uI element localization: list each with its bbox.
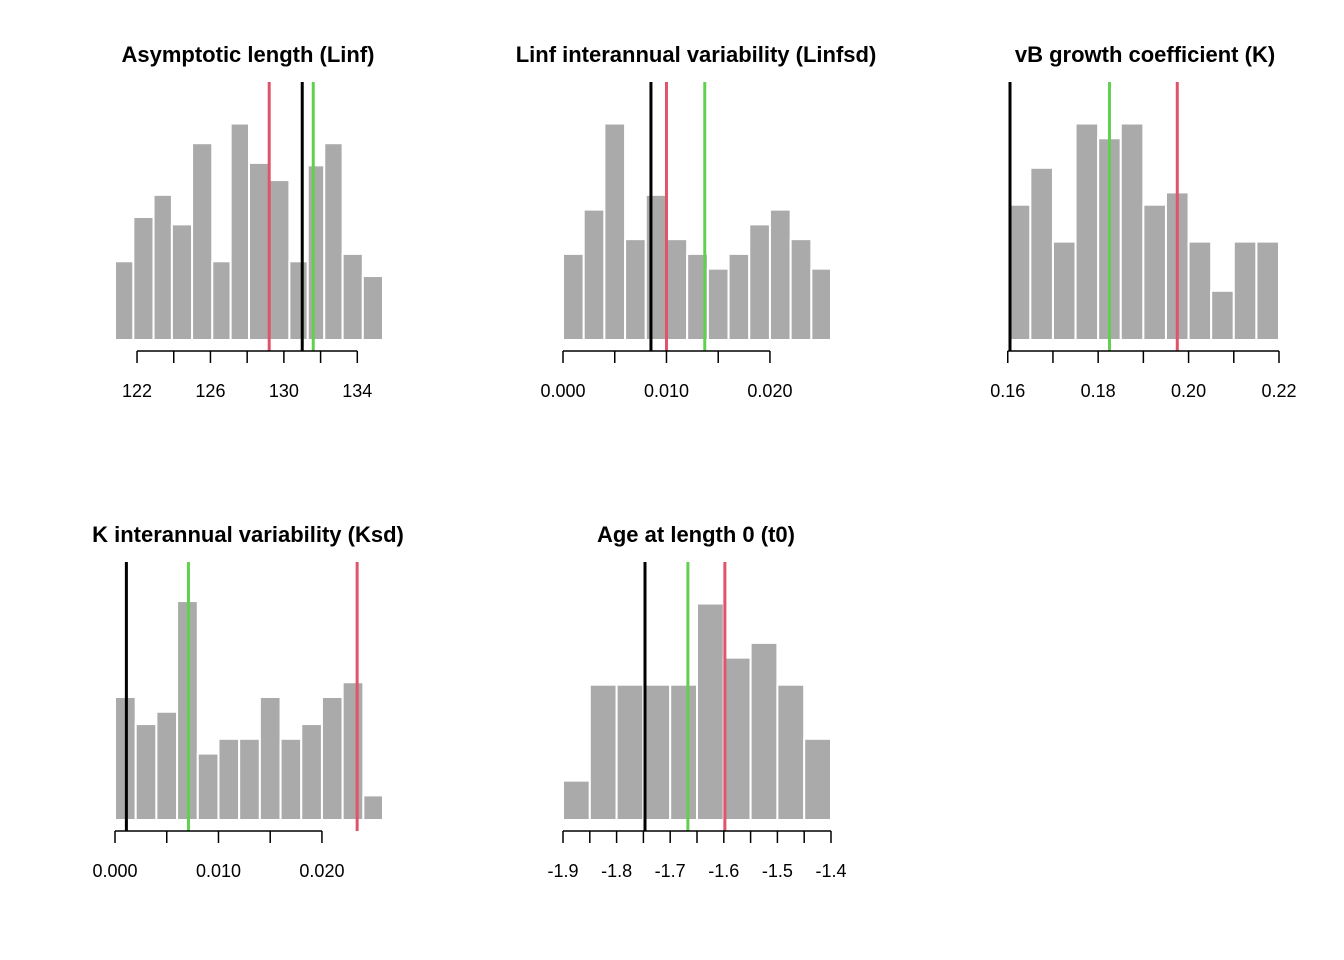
panel-title: Asymptotic length (Linf): [122, 42, 375, 67]
histogram-bar: [1232, 240, 1258, 342]
histogram-bar: [170, 223, 194, 342]
histogram-bar: [1255, 240, 1280, 342]
x-tick-label: 0.000: [92, 861, 137, 881]
histogram-bar: [642, 683, 672, 822]
histogram-bar: [1119, 122, 1145, 341]
histogram-bar: [300, 723, 323, 821]
histogram-bar: [624, 238, 647, 341]
histogram-bar: [306, 164, 326, 341]
x-tick-label: -1.8: [601, 861, 632, 881]
histogram-bar: [603, 122, 627, 341]
histogram-bar: [362, 794, 385, 822]
histogram-bar: [320, 696, 344, 821]
histogram-bar: [749, 641, 779, 821]
panel-ksd: K interannual variability (Ksd) 0.000 0.0…: [92, 522, 404, 881]
histogram-bar: [615, 683, 645, 822]
x-tick-label: 0.020: [747, 381, 792, 401]
panel-linf: Asymptotic length (Linf) 122 126 130 134: [114, 42, 385, 401]
panel-title: vB growth coefficient (K): [1015, 42, 1275, 67]
x-tick-label: -1.4: [815, 861, 846, 881]
histogram-bar: [196, 752, 220, 822]
histogram-bar: [323, 142, 344, 341]
histogram-bar: [588, 683, 618, 822]
panel-t0: Age at length 0 (t0) -1.9 -1.8 -1.7 -1.6 -1.…: [547, 522, 846, 881]
histogram-bar: [562, 779, 591, 822]
histogram-bar: [238, 737, 261, 822]
histogram-bar: [279, 737, 303, 822]
x-tick-label: -1.7: [655, 861, 686, 881]
histogram-bar: [211, 260, 232, 341]
x-tick-label: 0.000: [540, 381, 585, 401]
x-tick-label: -1.5: [762, 861, 793, 881]
x-tick-label: 134: [342, 381, 372, 401]
x-tick-label: -1.6: [708, 861, 739, 881]
histogram-bar: [1187, 240, 1213, 342]
histogram-bar: [1051, 240, 1077, 342]
histogram-bar: [810, 267, 833, 341]
histogram-bar: [217, 737, 241, 822]
histogram-bar: [722, 656, 752, 822]
panel-k: vB growth coefficient (K) 0.16 0.18 0.20 0.…: [990, 42, 1296, 401]
panel-title: K interannual variability (Ksd): [92, 522, 404, 547]
histogram-bar: [152, 193, 173, 341]
histogram-bar: [132, 216, 155, 341]
histogram-bar: [248, 161, 271, 341]
histogram-bar: [229, 122, 250, 341]
x-tick-label: 0.010: [644, 381, 689, 401]
histogram-bar: [768, 208, 792, 341]
histogram-bar: [727, 252, 751, 341]
histogram-bar: [706, 267, 730, 341]
histogram-bar: [1009, 203, 1032, 341]
histogram-bar: [696, 602, 725, 822]
histogram-bar: [155, 710, 179, 822]
panel-title: Age at length 0 (t0): [597, 522, 795, 547]
histogram-bar: [665, 238, 689, 341]
x-tick-label: -1.9: [547, 861, 578, 881]
x-tick-label: 0.20: [1171, 381, 1206, 401]
histogram-bar: [288, 260, 309, 341]
histogram-bar: [191, 142, 214, 341]
histogram-bar: [134, 723, 158, 821]
histogram-bar: [644, 193, 668, 341]
histogram-bar: [789, 238, 813, 341]
histogram-bar: [1210, 289, 1235, 341]
histogram-bar: [669, 683, 699, 822]
x-tick-label: 122: [122, 381, 152, 401]
histogram-bar: [1074, 122, 1100, 341]
histogram-bar: [258, 696, 282, 821]
histogram-bar: [361, 275, 385, 342]
x-tick-label: 0.18: [1081, 381, 1116, 401]
x-tick-label: 126: [195, 381, 225, 401]
x-tick-label: 0.010: [196, 861, 241, 881]
x-tick-label: 0.22: [1261, 381, 1296, 401]
histogram-bar: [341, 252, 364, 341]
x-tick-label: 130: [269, 381, 299, 401]
histogram-bar: [1029, 166, 1054, 341]
histogram-bar: [268, 179, 291, 341]
panel-linfsd: Linf interannual variability (Linfsd) 0.…: [516, 42, 877, 401]
histogram-bar: [114, 260, 135, 341]
x-tick-label: 0.020: [299, 861, 344, 881]
panel-title: Linf interannual variability (Linfsd): [516, 42, 877, 67]
histogram-bar: [748, 223, 771, 342]
x-tick-label: 0.16: [990, 381, 1025, 401]
histogram-bar: [582, 208, 606, 341]
histogram-bar: [1142, 203, 1167, 341]
histogram-bar: [562, 252, 585, 341]
histogram-bar: [776, 683, 806, 822]
histogram-bar: [341, 681, 365, 821]
histogram-bar: [803, 737, 833, 822]
